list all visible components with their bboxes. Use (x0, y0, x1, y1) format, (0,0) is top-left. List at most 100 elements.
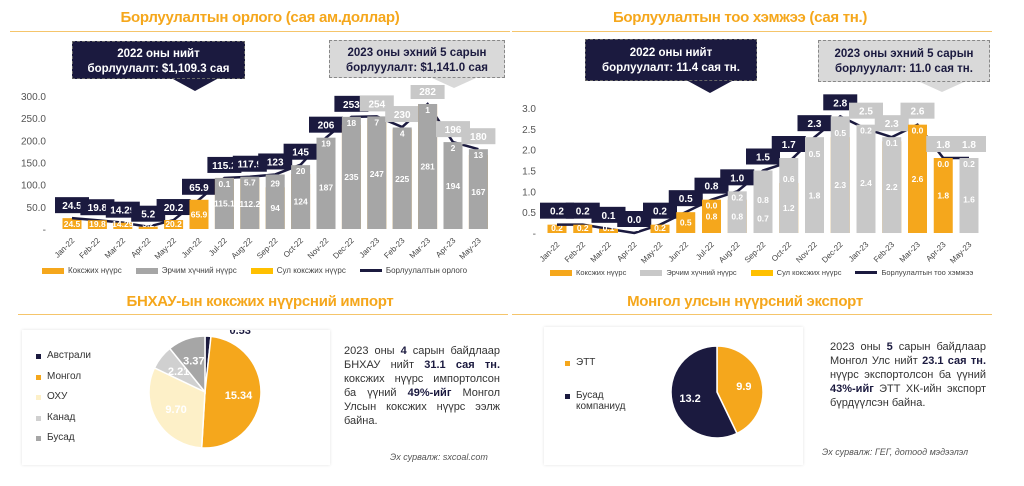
bar-thermal (367, 116, 387, 230)
legend-thermal: Эрчим хүчний нүүрс (135, 266, 237, 275)
y-tick-label: 3.0 (522, 104, 536, 115)
bar-coking (547, 224, 567, 233)
bar-thermal (882, 137, 902, 234)
legend-label: Борлуулалтын орлого (385, 266, 468, 275)
bar-thermal (443, 142, 463, 230)
bar-value-label: 115.1 (214, 198, 235, 208)
bar-coking (189, 199, 209, 229)
total-label-text: 19.8 (88, 203, 108, 214)
x-tick-label: Sep-22 (743, 240, 768, 265)
callout-line: борлуулалт: $1,109.3 сая (87, 63, 230, 75)
title-divider (18, 314, 508, 315)
import-note: 2023 оны 4 сарын байдлаар БНХАУ нийт 31.… (344, 344, 500, 428)
legend-label: Сул коксжих нүүрс (276, 266, 346, 275)
import-source: Эх сурвалж: sxcoal.com (390, 452, 488, 462)
total-label-box (720, 169, 755, 186)
y-tick-label: 100.0 (21, 181, 46, 192)
total-label-box (643, 202, 677, 219)
bar-value-label: 167 (471, 187, 485, 197)
x-tick-label: Feb-22 (563, 240, 588, 265)
y-tick-label: - (43, 225, 46, 236)
bar-value-label: 0.0 (628, 223, 640, 233)
x-tick-label: May-22 (639, 240, 665, 265)
bar-thermal-label: 0.5 (834, 128, 846, 138)
legend-label: Бусад (47, 432, 75, 443)
total-label-text: 0.2 (550, 207, 564, 218)
highlight-text: 49%-ийг (407, 387, 452, 399)
callout-arrow (173, 79, 217, 91)
x-tick-label: Feb-23 (872, 240, 897, 265)
callout-line: 2023 оны эхний 5 сарын (347, 47, 487, 59)
bar-coking (164, 220, 184, 229)
bar-value-label: 2.3 (834, 180, 846, 190)
x-tick-label: Apr-22 (129, 236, 153, 260)
callout-line: 2022 оны нийт (629, 47, 713, 59)
y-tick-label: 0.5 (522, 208, 536, 219)
legend-dot (565, 361, 570, 366)
pie-value-label: 15.34 (225, 390, 253, 402)
total-label-text: 2.3 (885, 119, 899, 130)
total-label-text: 180 (470, 132, 487, 143)
total-label-text: 1.5 (756, 153, 770, 164)
highlight-text: 31.1 сая тн. (424, 359, 500, 371)
y-tick-label: 2.0 (522, 146, 536, 157)
export-note: 2023 оны 5 сарын байдлаар Монгол Улс ний… (830, 340, 986, 410)
total-label: 1.0 (720, 169, 755, 186)
highlight-text: 43%-ийг (830, 383, 874, 395)
bar-coking (702, 199, 721, 233)
bar-value-label: 1.6 (963, 195, 975, 205)
total-label: 0.2 (643, 202, 677, 219)
y-tick-label: 150.0 (21, 159, 46, 170)
total-label-text: 0.8 (705, 182, 719, 193)
total-label-text: 1.7 (782, 140, 796, 151)
total-label: 0.2 (540, 202, 574, 219)
bar-value-label: 187 (319, 183, 333, 193)
bar-value-label: 124 (294, 197, 308, 207)
legend-item: Бусад (36, 432, 91, 453)
note-text: нүүрс экспортолсон ба үүний (830, 369, 986, 381)
bar-thermal (291, 165, 311, 230)
x-tick-label: Mar-22 (589, 240, 614, 265)
note-text: 2023 оны (344, 345, 401, 357)
total-label-text: 253 (343, 100, 360, 111)
bar-value-label: 0.8 (706, 211, 718, 221)
bar-coking (87, 220, 107, 229)
x-tick-label: Feb-23 (382, 236, 407, 261)
bar-thermal-label: 20 (296, 166, 306, 176)
pie-slice-2 (670, 345, 738, 439)
bar-value-label: 2.4 (860, 178, 872, 188)
total-label: 180 (461, 128, 496, 145)
bar-value-label: 0.1 (603, 223, 615, 233)
bar-thermal-label: 29 (270, 178, 280, 188)
pie-value-label: 3.37 (183, 355, 204, 367)
legend-coking: Коксжих нүүрс (550, 268, 626, 277)
bar-value-label: 19.8 (89, 219, 106, 229)
total-label: 2.6 (900, 102, 935, 119)
total-label-text: 0.1 (602, 211, 616, 222)
total-label-box (156, 199, 191, 216)
bar-thermal-label: 2 (451, 143, 456, 153)
legend-label: Коксжих нүүрс (68, 266, 122, 275)
total-label-box (874, 115, 909, 132)
legend-coking: Коксжих нүүрс (42, 266, 122, 275)
x-tick-label: Jan-22 (53, 236, 77, 260)
total-label: 230 (385, 106, 420, 123)
legend-semi-coking: Сул коксжих нүүрс (250, 266, 346, 275)
bar-thermal-label: 5.7 (244, 178, 256, 188)
total-label: 0.8 (694, 177, 729, 194)
bar-thermal (779, 158, 799, 234)
legend-thermal: Эрчим хүчний нүүрс (640, 268, 737, 277)
note-text: ЭТТ ХК-ийн экспорт бүрдүүлсэн байна. (830, 383, 986, 409)
legend-label: ОХУ (47, 391, 68, 402)
legend-label: Эрчим хүчний нүүрс (161, 266, 237, 275)
x-tick-label: Aug-22 (230, 236, 255, 261)
export-pie-title: Монгол улсын нүүрсний экспорт (627, 293, 863, 310)
total-label-text: 20.2 (164, 203, 184, 214)
total-label-text: 65.9 (189, 183, 209, 194)
bar-thermal-label: 0.1 (886, 138, 898, 148)
legend-dot (36, 395, 41, 400)
title-divider (10, 31, 510, 32)
import-pie-legend: Австрали Монгол ОХУ Канад Бусад (36, 350, 91, 453)
total-label: 20.2 (156, 199, 191, 216)
bar-value-label: 0.2 (551, 223, 563, 233)
